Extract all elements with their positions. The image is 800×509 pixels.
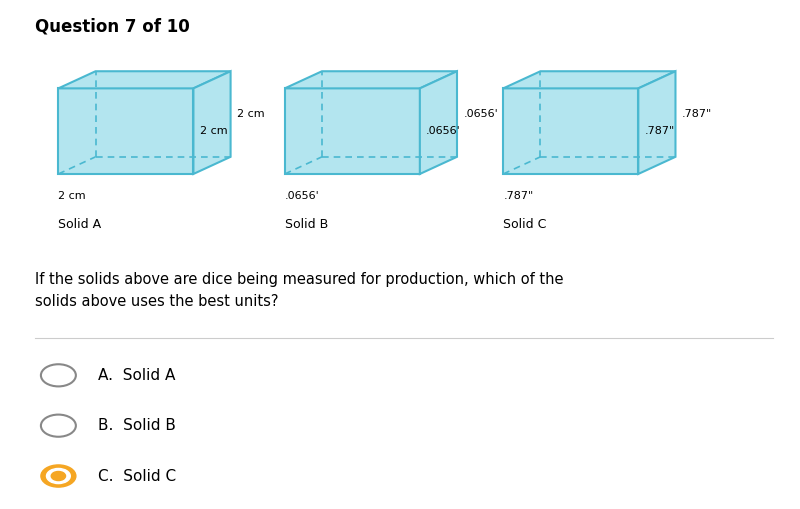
Text: .787": .787"	[682, 109, 712, 119]
Text: 2 cm: 2 cm	[58, 190, 86, 201]
Text: 2 cm: 2 cm	[200, 126, 227, 136]
Polygon shape	[285, 89, 420, 174]
Text: A.  Solid A: A. Solid A	[98, 368, 175, 383]
Polygon shape	[420, 71, 457, 174]
Circle shape	[41, 465, 76, 487]
Text: Solid B: Solid B	[285, 218, 328, 231]
Polygon shape	[194, 71, 230, 174]
Circle shape	[46, 468, 70, 484]
Polygon shape	[503, 89, 638, 174]
Polygon shape	[285, 71, 457, 89]
Text: B.  Solid B: B. Solid B	[98, 418, 176, 433]
Text: Solid C: Solid C	[503, 218, 546, 231]
Polygon shape	[638, 71, 675, 174]
Text: .787": .787"	[503, 190, 534, 201]
Text: Solid A: Solid A	[58, 218, 102, 231]
Circle shape	[51, 471, 66, 480]
Text: If the solids above are dice being measured for production, which of the
solids : If the solids above are dice being measu…	[34, 272, 563, 309]
Text: 2 cm: 2 cm	[237, 109, 265, 119]
Text: C.  Solid C: C. Solid C	[98, 468, 176, 484]
Text: .0656': .0656'	[426, 126, 461, 136]
Text: .787": .787"	[645, 126, 675, 136]
Text: .0656': .0656'	[463, 109, 498, 119]
Text: Question 7 of 10: Question 7 of 10	[34, 18, 190, 36]
Polygon shape	[58, 89, 194, 174]
Polygon shape	[503, 71, 675, 89]
Polygon shape	[58, 71, 230, 89]
Text: .0656': .0656'	[285, 190, 319, 201]
